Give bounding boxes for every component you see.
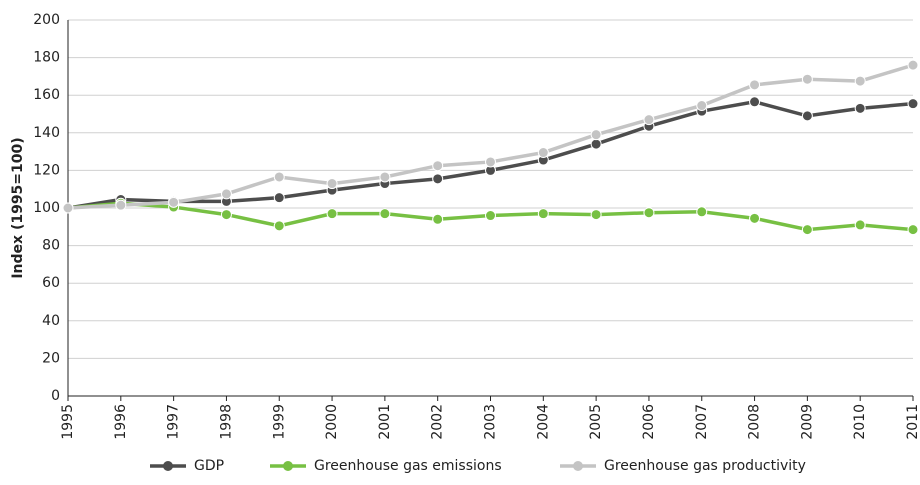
- series-line: [67, 99, 914, 210]
- data-point: [801, 73, 813, 85]
- data-point: [62, 202, 74, 214]
- x-tick-label: 1997: [166, 404, 182, 440]
- data-point: [590, 138, 602, 150]
- y-tick-label: 40: [42, 313, 60, 329]
- y-tick-label: 120: [33, 162, 60, 178]
- data-point: [590, 129, 602, 141]
- data-point: [432, 160, 444, 172]
- data-point: [907, 224, 919, 236]
- data-point: [907, 98, 919, 110]
- x-tick-label: 2001: [377, 404, 393, 440]
- legend-label: GDP: [194, 458, 224, 474]
- x-tick-label: 1999: [271, 404, 287, 440]
- y-axis-label: Index (1995=100): [10, 137, 26, 278]
- y-tick-label: 140: [33, 125, 60, 141]
- data-point: [432, 213, 444, 225]
- data-point: [115, 199, 127, 211]
- data-point: [273, 171, 285, 183]
- data-point: [220, 209, 232, 221]
- y-tick-label: 80: [42, 238, 60, 254]
- legend-label: Greenhouse gas productivity: [604, 458, 806, 474]
- data-point: [749, 79, 761, 91]
- data-point: [379, 208, 391, 220]
- data-point: [590, 209, 602, 221]
- data-point: [749, 96, 761, 108]
- x-tick-label: 2011: [905, 404, 920, 440]
- data-point: [273, 220, 285, 232]
- x-tick-label: 2003: [483, 404, 499, 440]
- x-tick-label: 2005: [588, 404, 604, 440]
- x-tick-label: 2009: [799, 404, 815, 440]
- series-line: [67, 63, 914, 210]
- data-point: [326, 178, 338, 190]
- data-point: [485, 156, 496, 168]
- data-point: [432, 173, 444, 185]
- x-tick-label: 2004: [535, 404, 551, 440]
- x-tick-label: 2008: [747, 404, 763, 440]
- y-tick-label: 200: [33, 12, 60, 28]
- x-tick-label: 1995: [60, 404, 76, 440]
- legend-marker: [163, 461, 173, 471]
- legend-marker: [573, 461, 583, 471]
- data-point: [643, 207, 655, 219]
- data-point: [168, 196, 180, 208]
- legend-label: Greenhouse gas emissions: [314, 458, 502, 474]
- y-tick-label: 20: [42, 350, 60, 366]
- data-point: [220, 188, 232, 200]
- x-tick-label: 2010: [852, 404, 868, 440]
- x-tick-label: 1998: [218, 404, 234, 440]
- data-point: [854, 75, 866, 87]
- x-tick-label: 2000: [324, 404, 340, 440]
- data-point: [537, 208, 549, 220]
- x-tick-label: 1996: [113, 404, 129, 440]
- data-point: [854, 219, 866, 231]
- data-point: [643, 114, 655, 126]
- y-tick-label: 0: [51, 388, 60, 404]
- y-tick-label: 160: [33, 87, 60, 103]
- y-tick-label: 100: [33, 200, 60, 216]
- data-point: [537, 147, 549, 159]
- data-point: [749, 212, 761, 224]
- data-point: [326, 208, 338, 220]
- y-tick-label: 60: [42, 275, 60, 291]
- data-point: [696, 100, 708, 112]
- data-point: [485, 210, 496, 222]
- y-tick-label: 180: [33, 50, 60, 66]
- data-point: [696, 206, 708, 218]
- data-point: [907, 59, 919, 71]
- data-point: [801, 224, 813, 236]
- data-point: [854, 102, 866, 114]
- data-point: [379, 171, 391, 183]
- x-tick-label: 2002: [430, 404, 446, 440]
- data-point: [801, 110, 813, 122]
- data-point: [273, 192, 285, 204]
- x-tick-label: 2006: [641, 404, 657, 440]
- x-tick-label: 2007: [694, 404, 710, 440]
- legend-marker: [283, 461, 293, 471]
